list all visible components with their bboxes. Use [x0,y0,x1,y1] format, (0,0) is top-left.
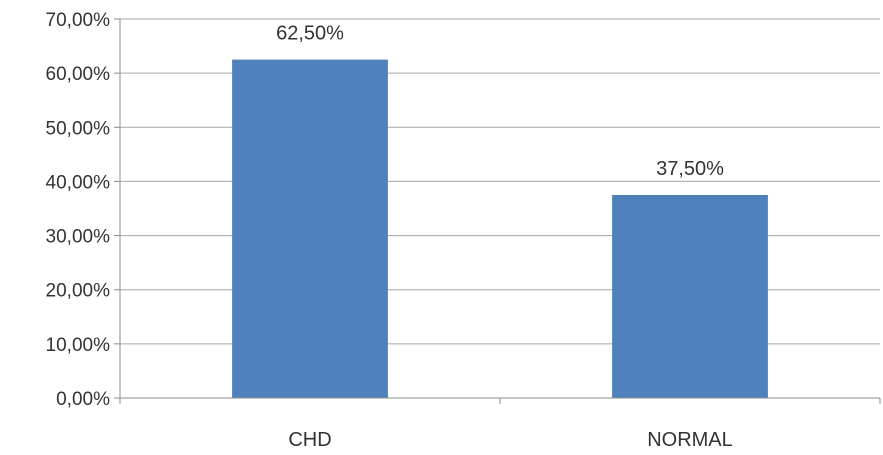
y-tick-label: 10,00% [46,335,111,356]
data-label: 37,50% [656,158,724,180]
data-labels: 62,50% 37,50% [276,23,724,180]
y-axis-tick-labels: 0,00% 10,00% 20,00% 30,00% 40,00% 50,00% 60,00… [46,10,111,410]
y-tick-label: 30,00% [46,227,111,248]
y-tick-label: 60,00% [46,64,111,85]
y-tick-label: 0,00% [56,389,110,410]
x-axis-category-labels: CHD NORMAL [288,429,732,451]
data-label: 62,50% [276,23,344,45]
y-tick-label: 50,00% [46,118,111,139]
y-tick-label: 70,00% [46,10,111,31]
y-tick-label: 20,00% [46,281,111,302]
y-tick-label: 40,00% [46,172,111,193]
x-category-label: CHD [288,429,331,451]
bar-normal [612,194,768,398]
axes [114,18,881,404]
bar-chd [232,59,388,398]
x-category-label: NORMAL [647,429,733,451]
bars [232,59,768,398]
